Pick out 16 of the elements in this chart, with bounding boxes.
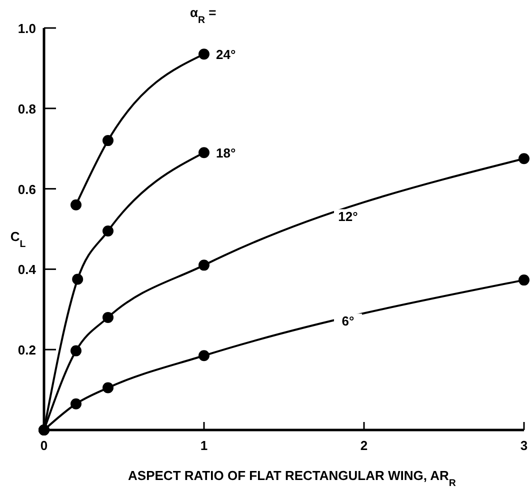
y-tick-label: 1.0 [18, 21, 36, 36]
x-tick-label: 0 [40, 438, 48, 453]
series-label: 6° [342, 314, 354, 329]
legend-title: α$_{R}$ = [190, 5, 217, 26]
series-label: 18° [216, 146, 236, 161]
x-tick-label: 2 [360, 438, 368, 453]
y-tick-label: 0.4 [18, 262, 37, 278]
x-tick-label: 3 [520, 438, 528, 453]
x-axis-title: ASPECT RATIO OF FLAT RECTANGULAR WING, AR$_{R}$ [128, 468, 456, 487]
series-label: 24° [216, 47, 236, 62]
y-tick-label: 0.8 [18, 101, 36, 116]
y-tick-label: 0.2 [18, 342, 36, 358]
y-tick-label: 0.6 [18, 182, 36, 197]
x-tick-label: 1 [200, 438, 208, 453]
y-axis-title: C$_{L}$ [10, 229, 26, 250]
series-label: 12° [338, 209, 358, 224]
